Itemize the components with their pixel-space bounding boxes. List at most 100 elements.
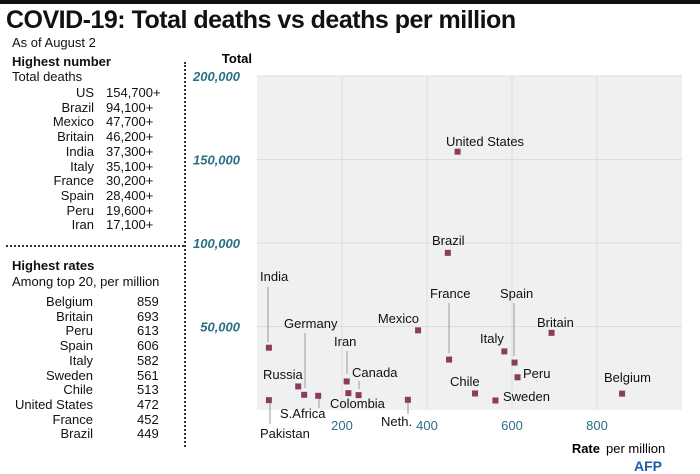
point-label: Germany [284, 316, 338, 331]
country-value: 693 [137, 308, 159, 324]
point-label: Chile [450, 374, 480, 389]
table-row: Brazil 449 [10, 427, 177, 442]
data-point [355, 392, 362, 399]
table-row: Belgium 859 [10, 294, 177, 310]
highest-rates-table: Belgium 859 Britain 693 Peru 613 Spain 606 Italy… [10, 294, 177, 442]
country-value: 561 [137, 367, 159, 383]
highest-rates-heading: Highest rates [12, 258, 95, 273]
point-label: Iran [334, 334, 356, 349]
data-point [454, 148, 461, 155]
x-axis-label: per million [606, 441, 665, 456]
data-point [446, 356, 453, 363]
country-name: Sweden [46, 367, 93, 383]
country-name: United States [14, 396, 93, 412]
table-row: Spain 606 [10, 338, 177, 354]
table-row: Mexico 47,700+ [12, 115, 176, 130]
point-label: Colombia [330, 396, 386, 411]
highest-number-heading: Highest number [12, 54, 111, 69]
table-row: Peru 613 [10, 324, 177, 339]
y-axis-label: Total [222, 51, 252, 66]
table-row: Chile 513 [10, 383, 177, 398]
point-label: Italy [480, 331, 504, 346]
point-label: Brazil [432, 233, 465, 248]
y-tick-label: 200,000 [192, 69, 241, 84]
point-label: Peru [523, 366, 550, 381]
table-row: Italy 582 [10, 352, 177, 369]
data-point [404, 396, 411, 403]
country-name: Britain [56, 308, 93, 324]
data-point [472, 390, 479, 397]
country-value: 94,100+ [106, 99, 154, 115]
country-name: Spain [60, 187, 94, 203]
table-row: Sweden 561 [10, 367, 177, 384]
country-value: 613 [137, 323, 159, 339]
point-label: Russia [263, 367, 304, 382]
y-tick-label: 150,000 [193, 153, 241, 168]
country-value: 35,100+ [106, 158, 154, 174]
point-label: France [430, 286, 470, 301]
highest-number-subheading: Total deaths [12, 69, 83, 84]
y-tick-label: 50,000 [200, 320, 241, 335]
top-bar [0, 0, 700, 4]
point-label: Britain [537, 315, 574, 330]
data-point [343, 378, 350, 385]
country-value: 19,600+ [106, 202, 154, 218]
country-value: 30,200+ [106, 173, 154, 189]
country-value: 37,300+ [106, 143, 154, 159]
country-name: Chile [63, 382, 93, 398]
country-name: France [53, 173, 94, 189]
x-tick-label: 600 [501, 418, 523, 433]
country-name: Peru [65, 323, 93, 339]
country-value: 582 [137, 352, 159, 368]
data-point [315, 392, 322, 399]
x-axis-label-bold: Rate [572, 441, 600, 456]
country-name: US [75, 85, 94, 100]
data-point [444, 249, 451, 256]
country-name: Italy [70, 158, 94, 174]
country-value: 513 [137, 382, 159, 398]
table-row: US 154,700+ [12, 85, 176, 101]
chart-subtitle: As of August 2 [12, 35, 96, 50]
country-name: Peru [66, 202, 94, 218]
x-tick-label: 200 [331, 418, 353, 433]
point-label: Mexico [378, 311, 419, 326]
data-point [415, 327, 422, 334]
divider [6, 245, 184, 247]
point-label: United States [446, 134, 525, 149]
afp-logo: AFP [634, 458, 662, 474]
data-point [511, 359, 518, 366]
country-value: 17,100+ [106, 217, 154, 233]
data-point [265, 344, 272, 351]
country-value: 46,200+ [106, 129, 154, 145]
country-value: 452 [137, 411, 159, 427]
table-row: Italy 35,100+ [12, 158, 176, 175]
data-point [514, 374, 521, 381]
table-row: France 30,200+ [12, 174, 176, 189]
point-label: Canada [352, 365, 398, 380]
data-point [301, 391, 308, 398]
country-name: Belgium [46, 294, 93, 309]
country-name: Britain [57, 129, 94, 145]
point-label: Spain [500, 286, 533, 301]
table-row: India 37,300+ [12, 143, 176, 160]
point-label: Pakistan [260, 426, 310, 441]
y-tick-label: 100,000 [193, 236, 241, 251]
country-value: 606 [137, 338, 159, 354]
country-value: 472 [137, 396, 159, 412]
data-point [501, 348, 508, 355]
table-row: Britain 46,200+ [12, 129, 176, 145]
country-value: 154,700+ [106, 85, 161, 100]
country-name: Spain [59, 338, 93, 354]
country-value: 859 [137, 294, 159, 309]
data-point [619, 390, 626, 397]
data-point [548, 329, 555, 336]
table-row: France 452 [10, 411, 177, 428]
country-name: India [65, 143, 94, 159]
highest-rates-subheading: Among top 20, per million [12, 274, 160, 289]
country-value: 449 [137, 426, 159, 442]
data-point [265, 397, 272, 404]
divider [184, 62, 186, 447]
x-tick-label: 400 [416, 418, 438, 433]
point-label: Neth. [381, 414, 412, 429]
